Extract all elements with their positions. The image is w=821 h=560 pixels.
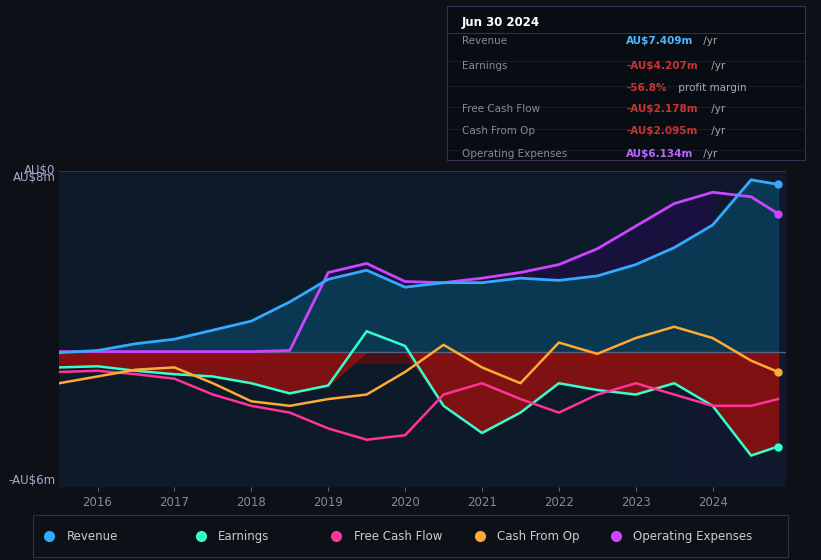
Text: profit margin: profit margin (676, 83, 747, 92)
Text: Earnings: Earnings (218, 530, 269, 543)
Text: -AU$2.095m: -AU$2.095m (626, 126, 697, 136)
Text: Revenue: Revenue (461, 36, 507, 46)
Text: AU$8m: AU$8m (12, 171, 56, 184)
Text: Free Cash Flow: Free Cash Flow (461, 104, 540, 114)
Text: -AU$4.207m: -AU$4.207m (626, 61, 698, 71)
Text: -AU$2.178m: -AU$2.178m (626, 104, 698, 114)
Text: Cash From Op: Cash From Op (498, 530, 580, 543)
Text: /yr: /yr (700, 36, 718, 46)
Text: -AU$6m: -AU$6m (8, 474, 56, 487)
Text: AU$7.409m: AU$7.409m (626, 36, 694, 46)
Text: AU$6.134m: AU$6.134m (626, 149, 694, 159)
Text: /yr: /yr (709, 61, 726, 71)
Text: -56.8%: -56.8% (626, 83, 667, 92)
Text: Jun 30 2024: Jun 30 2024 (461, 16, 540, 29)
Text: Revenue: Revenue (67, 530, 118, 543)
Text: /yr: /yr (700, 149, 718, 159)
Text: Free Cash Flow: Free Cash Flow (354, 530, 443, 543)
Text: /yr: /yr (709, 104, 726, 114)
Text: Operating Expenses: Operating Expenses (633, 530, 753, 543)
Text: Earnings: Earnings (461, 61, 507, 71)
Text: AU$0: AU$0 (24, 164, 56, 178)
Text: Operating Expenses: Operating Expenses (461, 149, 567, 159)
Text: /yr: /yr (709, 126, 726, 136)
Text: Cash From Op: Cash From Op (461, 126, 534, 136)
Bar (678, 171, 786, 487)
